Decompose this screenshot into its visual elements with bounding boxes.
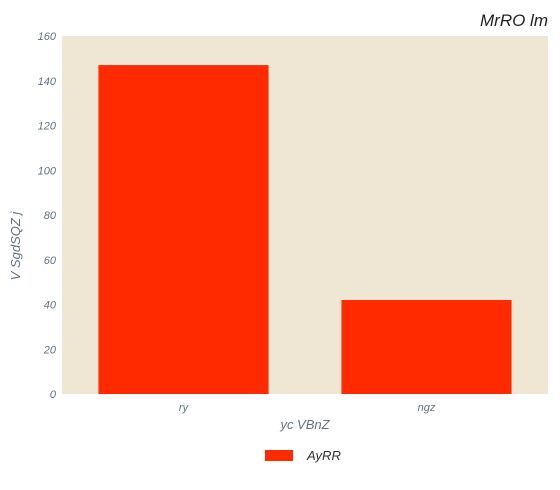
legend-label: AyRR: [306, 448, 341, 463]
x-axis-label: yc VBnZ: [279, 417, 330, 432]
chart-title: MrRO lm: [480, 11, 548, 30]
y-axis-ticks: 0 20 40 60 80 100 120 140 160: [38, 31, 57, 401]
y-tick-label: 100: [38, 165, 57, 177]
y-tick-label: 0: [50, 389, 57, 401]
legend: AyRR: [265, 448, 341, 463]
x-tick-label: ngz: [418, 402, 436, 414]
legend-swatch: [265, 450, 293, 461]
y-tick-label: 20: [43, 344, 57, 356]
bar-ry: [98, 65, 269, 395]
y-tick-label: 60: [44, 255, 57, 267]
y-tick-label: 140: [38, 76, 57, 88]
y-tick-label: 40: [44, 300, 57, 312]
bars-group: [98, 65, 512, 395]
y-tick-label: 160: [38, 31, 57, 43]
bar-ngz: [341, 300, 512, 394]
y-tick-label: 120: [38, 121, 57, 133]
y-tick-label: 80: [44, 210, 57, 222]
y-axis-label: V SgdSQZ j: [8, 211, 23, 281]
x-axis-ticks: ry ngz: [179, 402, 436, 414]
x-tick-label: ry: [179, 402, 190, 414]
